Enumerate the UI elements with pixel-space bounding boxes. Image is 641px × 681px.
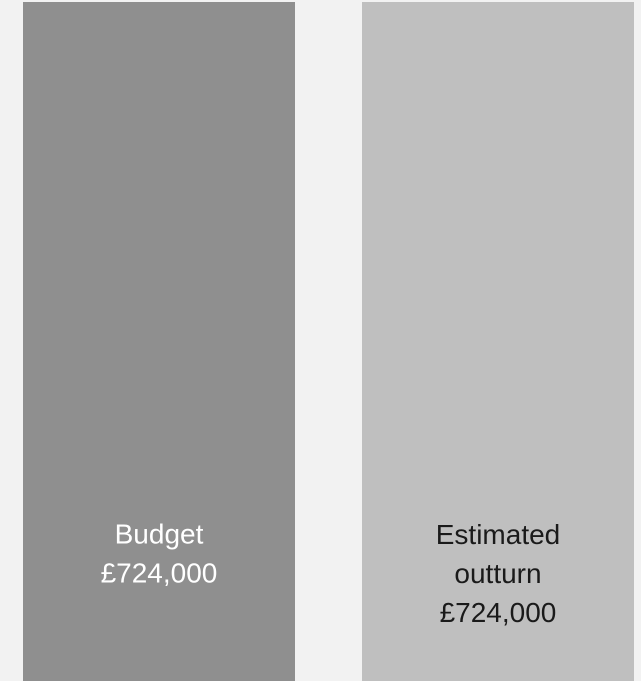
bar-label-1-line-2: £724,000 [440,597,557,628]
bar-label-1-line-1: outturn [454,558,541,589]
bar-label-1: Estimated outturn £724,000 [436,519,561,628]
bar-label-0-line-0: Budget [115,518,204,549]
bar-label-1-line-0: Estimated [436,519,561,550]
bar-label-0-line-1: £724,000 [101,557,218,588]
